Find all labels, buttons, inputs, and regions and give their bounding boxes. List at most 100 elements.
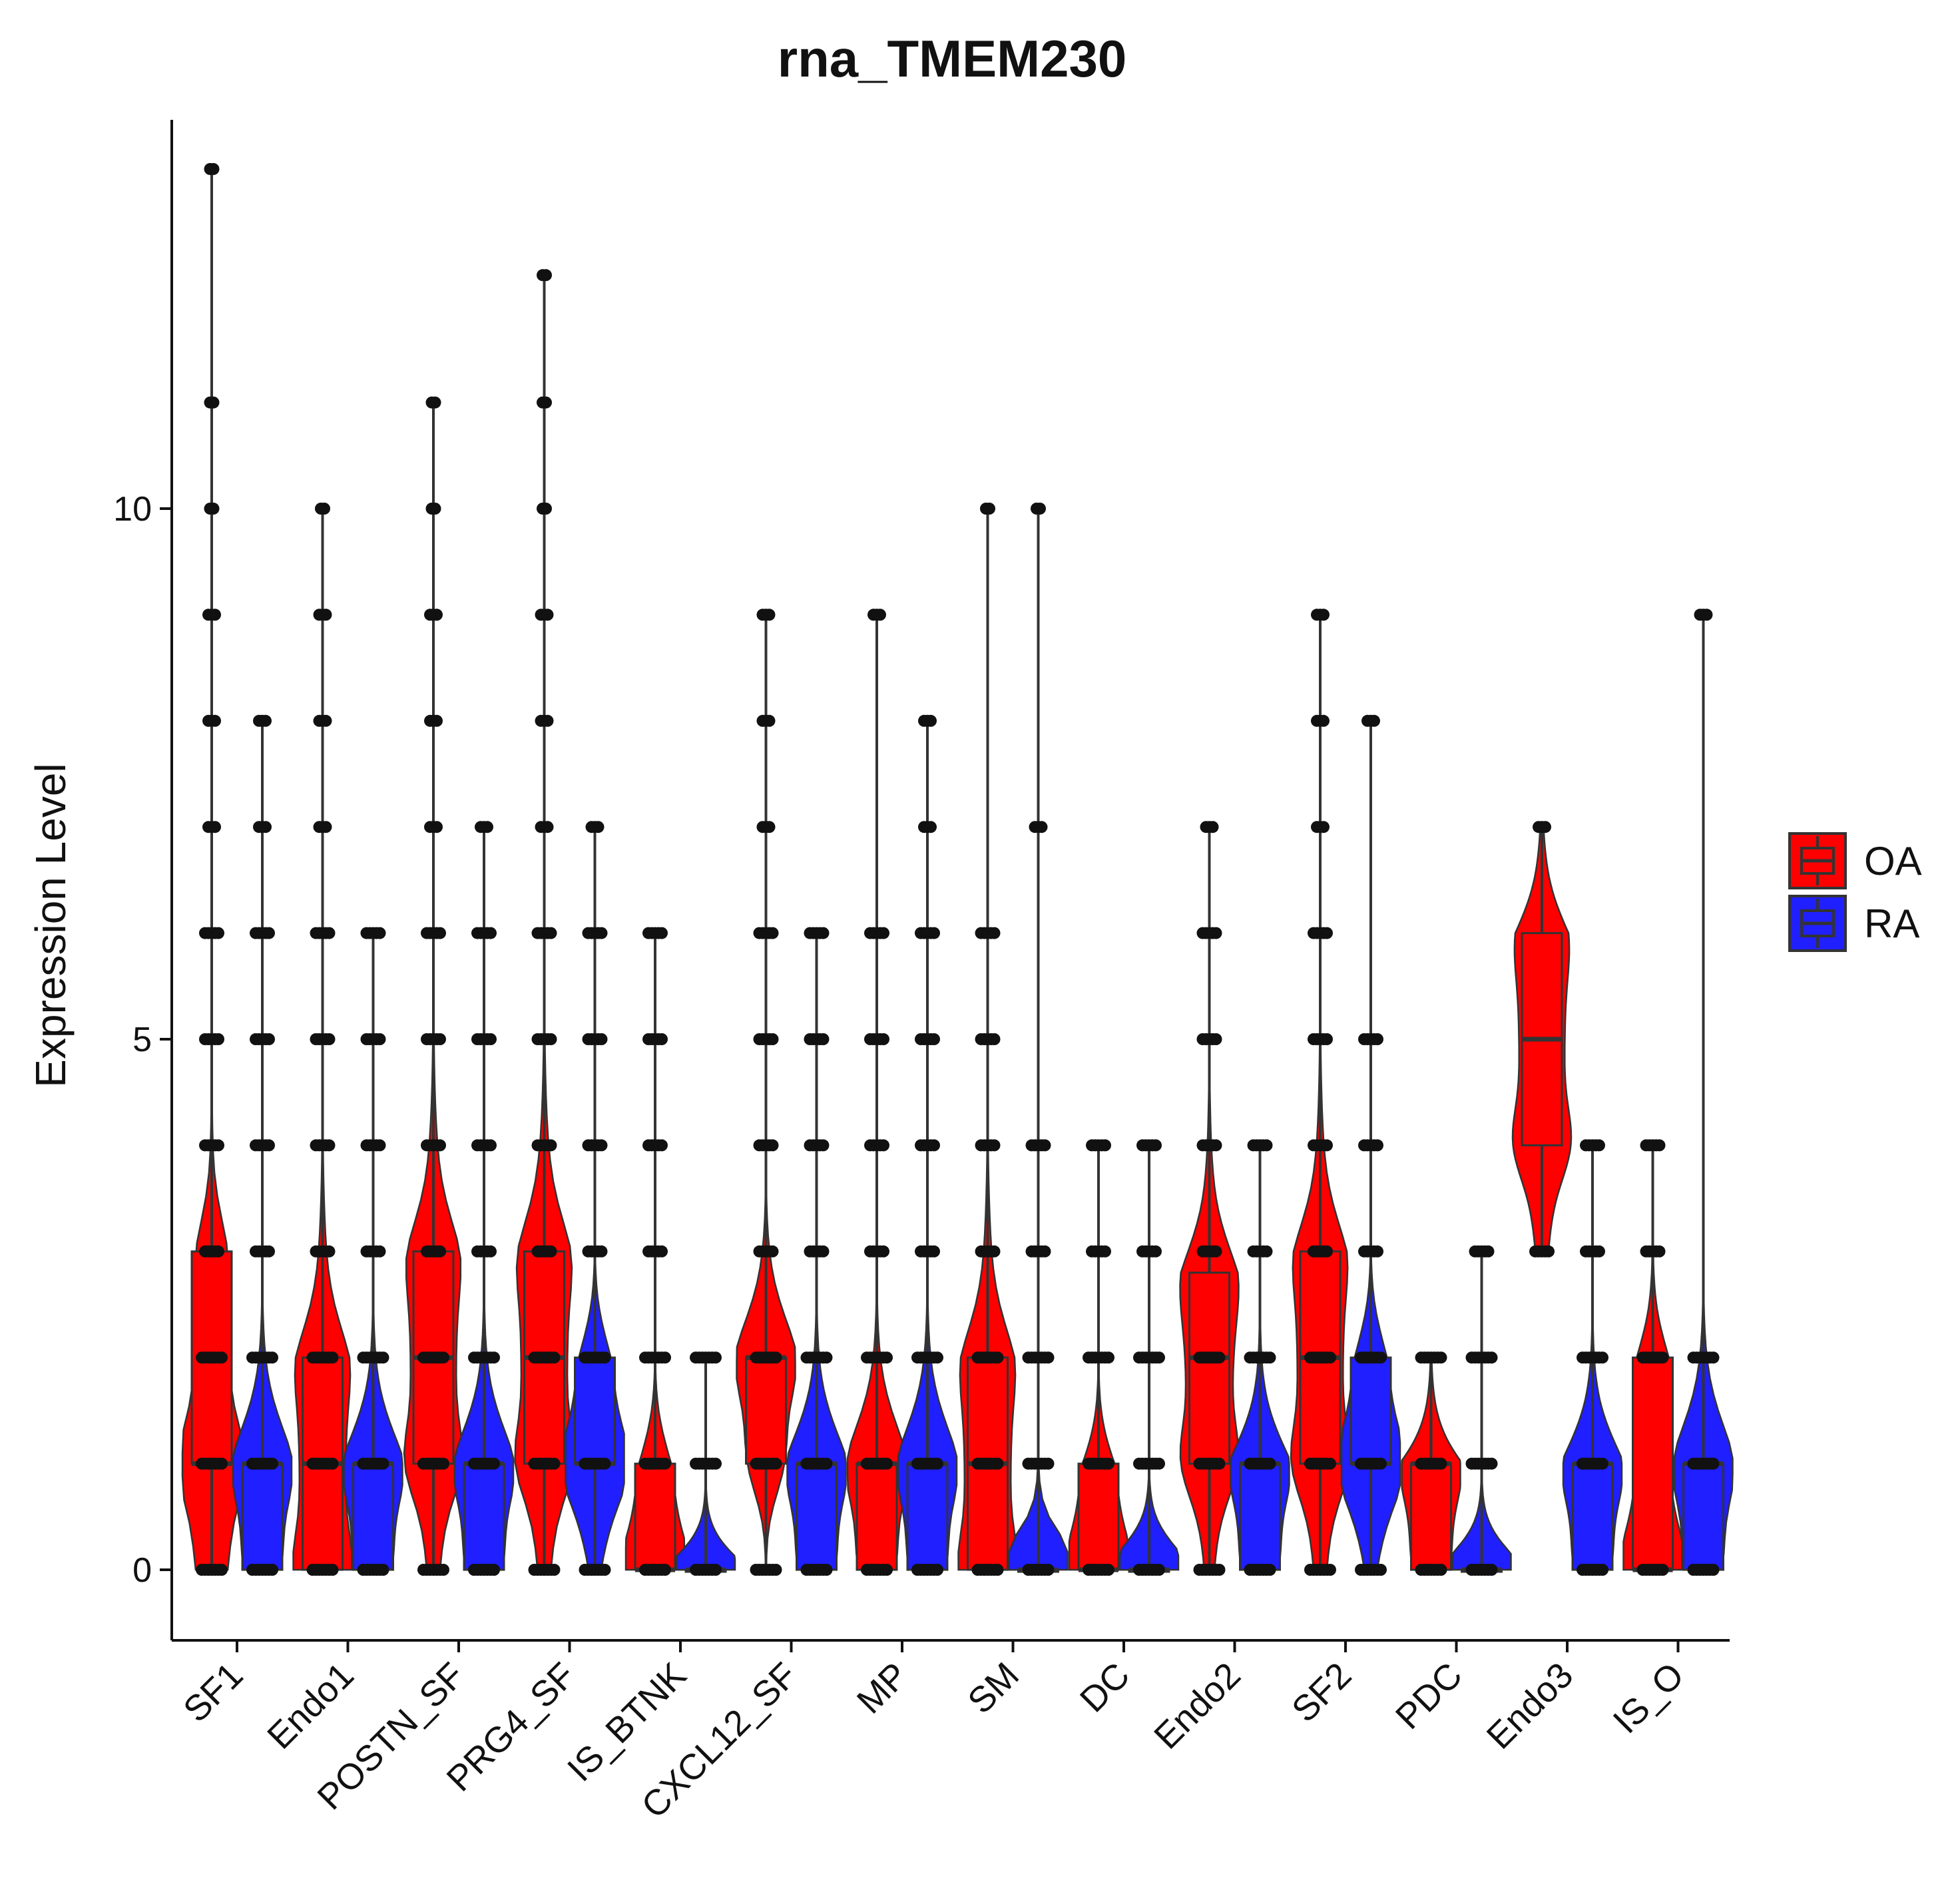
point-ra-cxcl12-sf-6-4 <box>817 927 830 939</box>
box-ra-sf1 <box>241 1463 284 1571</box>
point-ra-prg4-sf-3-4 <box>595 1245 608 1258</box>
point-ra-prg4-sf-7-2 <box>592 821 605 833</box>
point-oa-endo2-2-6 <box>1213 1351 1226 1364</box>
point-oa-cxcl12-sf-0-6 <box>770 1564 782 1576</box>
point-ra-prg4-sf-4-4 <box>595 1139 608 1152</box>
point-oa-sm-7-1 <box>983 503 995 515</box>
point-ra-cxcl12-sf-2-6 <box>820 1351 833 1364</box>
point-ra-endo1-5-4 <box>373 1033 386 1045</box>
point-oa-sf2-9-2 <box>1318 608 1330 621</box>
point-oa-sm-2-6 <box>991 1351 1004 1364</box>
point-oa-prg4-sf-1-6 <box>548 1457 561 1470</box>
point-oa-sf1-12-1 <box>207 162 220 175</box>
point-ra-cxcl12-sf-0-6 <box>820 1564 833 1576</box>
box-ra-prg4-sf <box>574 1356 616 1465</box>
point-oa-postn-sf-1-6 <box>437 1457 449 1470</box>
point-ra-dc-0-6 <box>1153 1564 1165 1576</box>
point-ra-mp-6-4 <box>928 927 940 939</box>
point-oa-endo3-1-2 <box>1539 821 1551 833</box>
point-oa-postn-sf-10-1 <box>429 503 441 515</box>
point-ra-sf2-6-2 <box>1368 714 1380 727</box>
point-ra-sf2-1-6 <box>1375 1457 1387 1470</box>
point-oa-prg4-sf-2-6 <box>548 1351 561 1364</box>
point-ra-dc-4-4 <box>1150 1139 1162 1152</box>
point-oa-mp-2-6 <box>881 1351 893 1364</box>
point-oa-sf2-6-4 <box>1321 927 1333 939</box>
point-ra-prg4-sf-6-4 <box>595 927 608 939</box>
point-ra-endo2-1-6 <box>1264 1457 1276 1470</box>
point-ra-is-btnk-0-6 <box>710 1564 722 1576</box>
box-oa-endo2 <box>1188 1272 1230 1465</box>
chart-title: rna_TMEM230 <box>778 29 1127 88</box>
point-oa-sf1-8-2 <box>209 714 221 727</box>
point-ra-prg4-sf-2-6 <box>599 1351 611 1364</box>
point-oa-endo2-4-4 <box>1210 1139 1222 1152</box>
point-ra-endo2-3-4 <box>1260 1245 1273 1258</box>
point-ra-mp-1-6 <box>931 1457 943 1470</box>
point-ra-is-o-1-6 <box>1707 1457 1720 1470</box>
point-ra-cxcl12-sf-3-4 <box>817 1245 830 1258</box>
point-ra-postn-sf-3-4 <box>485 1245 497 1258</box>
point-oa-is-btnk-3-4 <box>656 1245 668 1258</box>
point-oa-prg4-sf-9-2 <box>541 608 554 621</box>
point-oa-is-btnk-0-6 <box>659 1564 671 1576</box>
point-ra-cxcl12-sf-4-4 <box>817 1139 830 1152</box>
point-oa-dc-0-6 <box>1102 1564 1114 1576</box>
point-oa-is-btnk-6-4 <box>656 927 668 939</box>
point-oa-pdc-0-6 <box>1435 1564 1447 1576</box>
point-oa-prg4-sf-5-4 <box>545 1033 557 1045</box>
point-oa-is-btnk-2-6 <box>659 1351 671 1364</box>
point-oa-prg4-sf-8-2 <box>541 714 554 727</box>
point-oa-is-o-2-4 <box>1653 1245 1666 1258</box>
point-oa-postn-sf-8-2 <box>431 714 443 727</box>
point-oa-endo1-4-4 <box>323 1139 336 1152</box>
plot-area <box>181 162 1734 1576</box>
point-oa-endo2-0-6 <box>1213 1564 1226 1576</box>
point-oa-is-o-1-6 <box>1656 1351 1669 1364</box>
point-ra-cxcl12-sf-1-6 <box>820 1457 833 1470</box>
point-ra-postn-sf-2-6 <box>488 1351 500 1364</box>
point-oa-postn-sf-11-1 <box>429 396 441 409</box>
box-oa-mp <box>856 1463 898 1571</box>
point-oa-dc-1-6 <box>1102 1457 1114 1470</box>
point-ra-is-o-3-2 <box>1700 608 1713 621</box>
point-oa-sm-3-4 <box>988 1245 1001 1258</box>
point-oa-mp-7-2 <box>874 608 886 621</box>
point-ra-sf2-5-4 <box>1371 1033 1383 1045</box>
box-ra-mp <box>906 1463 949 1571</box>
point-oa-endo2-5-4 <box>1210 1033 1222 1045</box>
point-oa-endo1-6-4 <box>323 927 336 939</box>
point-ra-sf2-2-6 <box>1375 1351 1387 1364</box>
point-oa-mp-3-4 <box>877 1245 889 1258</box>
y-tick-label-0: 0 <box>132 1551 152 1590</box>
point-ra-mp-8-2 <box>925 714 937 727</box>
point-oa-sf2-4-4 <box>1321 1139 1333 1152</box>
point-oa-sf2-1-6 <box>1324 1457 1336 1470</box>
point-ra-sm-1-6 <box>1042 1457 1055 1470</box>
point-ra-sf1-6-4 <box>263 927 275 939</box>
point-ra-dc-1-6 <box>1153 1457 1165 1470</box>
point-oa-pdc-1-6 <box>1435 1457 1447 1470</box>
point-ra-prg4-sf-0-6 <box>599 1564 611 1576</box>
point-ra-sm-0-6 <box>1042 1564 1055 1576</box>
point-oa-is-btnk-4-4 <box>656 1139 668 1152</box>
point-ra-postn-sf-6-4 <box>485 927 497 939</box>
point-ra-sf1-5-4 <box>263 1033 275 1045</box>
point-oa-endo1-0-6 <box>326 1564 339 1576</box>
point-oa-dc-2-6 <box>1102 1351 1114 1364</box>
point-ra-dc-2-6 <box>1153 1351 1165 1364</box>
point-ra-endo2-0-6 <box>1264 1564 1276 1576</box>
point-oa-cxcl12-sf-3-4 <box>766 1245 779 1258</box>
point-ra-prg4-sf-5-4 <box>595 1033 608 1045</box>
point-oa-sm-5-4 <box>988 1033 1001 1045</box>
point-oa-endo1-3-4 <box>323 1245 336 1258</box>
point-ra-endo1-6-4 <box>373 927 386 939</box>
box-ra-postn-sf <box>463 1463 505 1571</box>
point-oa-endo2-6-4 <box>1210 927 1222 939</box>
point-ra-sm-3-4 <box>1039 1245 1051 1258</box>
point-oa-sf1-6-4 <box>212 927 224 939</box>
point-ra-sm-6-1 <box>1034 503 1046 515</box>
point-oa-prg4-sf-12-1 <box>540 269 552 282</box>
point-oa-prg4-sf-10-1 <box>540 503 552 515</box>
